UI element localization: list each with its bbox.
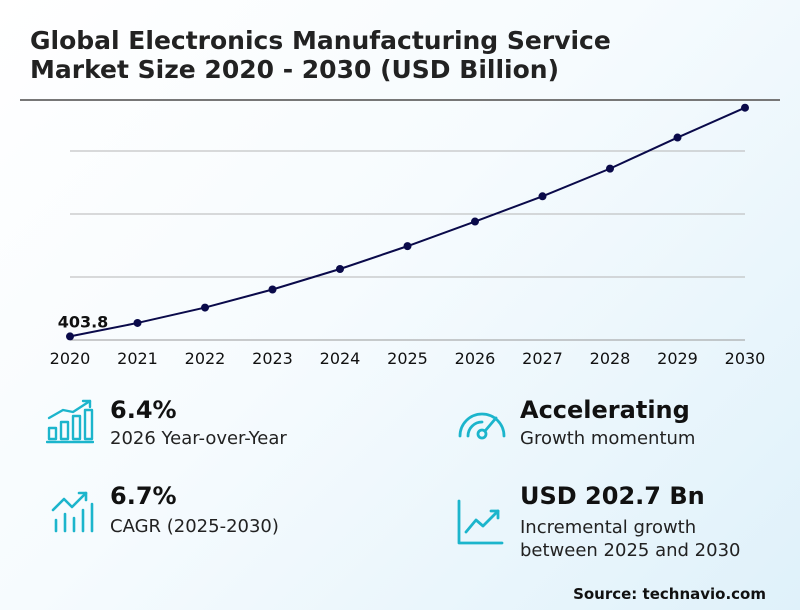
data-point-2030 xyxy=(741,103,749,112)
title-line-1: Global Electronics Manufacturing Service xyxy=(30,26,611,55)
chart-series xyxy=(66,103,749,341)
source-credit: Source: technavio.com xyxy=(573,585,766,603)
line-chart-up-icon xyxy=(457,499,504,545)
x-tick-label: 2020 xyxy=(50,349,91,368)
data-point-2028 xyxy=(606,164,614,173)
gauge-icon xyxy=(458,412,506,440)
data-point-2027 xyxy=(538,192,547,201)
stat-momentum-value: Accelerating xyxy=(520,396,690,424)
data-point-2026 xyxy=(471,217,479,226)
trend-bars-icon xyxy=(51,491,94,533)
data-point-2020 xyxy=(66,332,74,341)
x-tick-label: 2022 xyxy=(185,349,226,368)
data-label: 403.8 xyxy=(58,312,109,331)
bar-chart-up-icon xyxy=(46,399,94,444)
x-tick-label: 2029 xyxy=(657,349,698,368)
stat-cagr-desc: CAGR (2025-2030) xyxy=(110,516,279,537)
x-tick-label: 2030 xyxy=(725,349,766,368)
stat-momentum-desc: Growth momentum xyxy=(520,428,696,449)
data-point-2023 xyxy=(268,285,277,294)
x-tick-label: 2027 xyxy=(522,349,563,368)
data-point-2029 xyxy=(673,133,682,142)
stat-yoy-desc: 2026 Year-over-Year xyxy=(110,428,287,449)
data-point-2024 xyxy=(336,265,344,274)
x-tick-label: 2021 xyxy=(117,349,158,368)
data-point-2022 xyxy=(201,303,209,312)
title-divider xyxy=(20,99,780,101)
x-tick-label: 2024 xyxy=(320,349,361,368)
x-tick-label: 2026 xyxy=(455,349,496,368)
stat-yoy-value: 6.4% xyxy=(110,396,177,424)
line-chart: 2020 2021 2022 2023 2024 2025 2026 2027 2028 2029… xyxy=(50,103,766,368)
chart-grid xyxy=(70,150,745,341)
chart-title: Global Electronics Manufacturing Service… xyxy=(30,26,770,84)
data-point-2025 xyxy=(403,242,412,251)
x-axis-ticks: 2020 2021 2022 2023 2024 2025 2026 2027 2028 2029… xyxy=(50,349,766,368)
stat-incremental-desc-1: Incremental growth xyxy=(520,517,697,538)
stat-incremental-desc-2: between 2025 and 2030 xyxy=(520,540,741,561)
data-labels: 403.8 xyxy=(58,312,109,331)
x-tick-label: 2025 xyxy=(387,349,428,368)
title-line-2: Market Size 2020 - 2030 (USD Billion) xyxy=(30,55,559,84)
stat-incremental-value: USD 202.7 Bn xyxy=(520,482,705,510)
series-line xyxy=(69,106,746,338)
data-point-2021 xyxy=(133,318,142,327)
x-tick-label: 2023 xyxy=(252,349,293,368)
stat-cagr-value: 6.7% xyxy=(110,482,177,510)
x-tick-label: 2028 xyxy=(590,349,631,368)
